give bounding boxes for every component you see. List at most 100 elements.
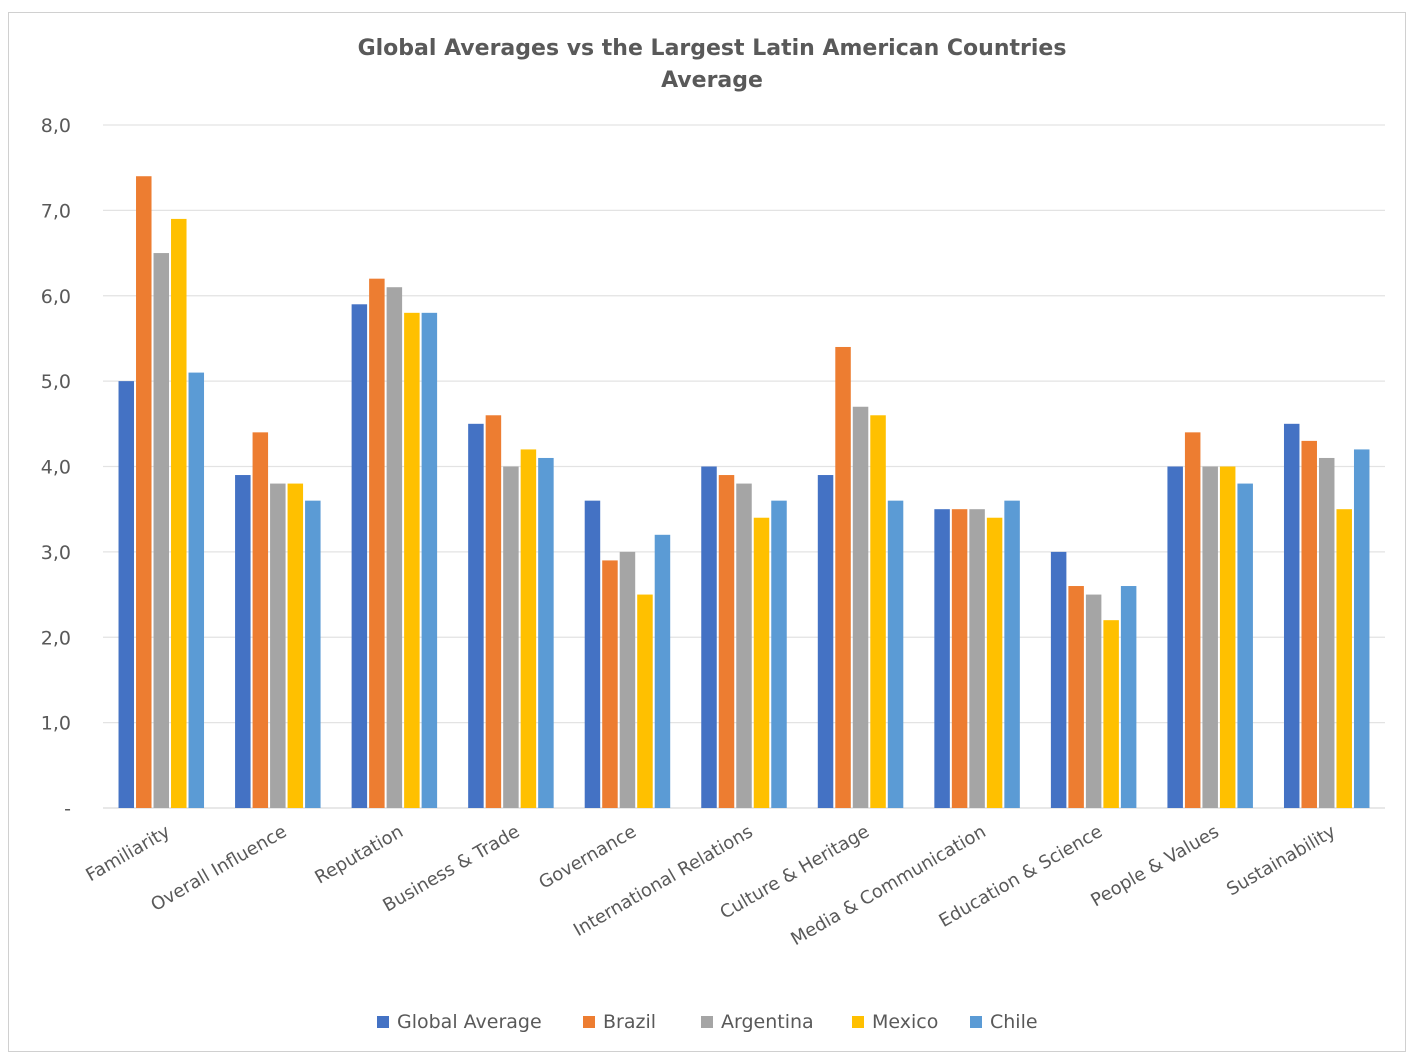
bar-group-reputation [351, 278, 438, 808]
bar-group-business-and-trade [468, 415, 554, 808]
bar-argentina-media-and-communication [969, 509, 985, 808]
legend-swatch [377, 1016, 389, 1028]
bar-argentina-people-and-values [1202, 466, 1218, 808]
legend-label: Argentina [721, 1011, 814, 1033]
bar-group-international-relations [701, 466, 787, 808]
x-tick-label: Media & Communication [787, 821, 989, 950]
bar-argentina-culture-and-heritage [852, 406, 869, 808]
bar-global-average-media-and-communication [934, 509, 950, 808]
bar-argentina-governance [619, 551, 636, 808]
bar-mexico-culture-and-heritage [870, 415, 886, 808]
legend: Global Average Brazil Argentina Mexico Chile [377, 1011, 1038, 1033]
legend-swatch [583, 1016, 595, 1028]
bar-brazil-people-and-values [1184, 432, 1201, 808]
legend-label: Chile [990, 1011, 1038, 1033]
bar-brazil-culture-and-heritage [835, 346, 851, 808]
bar-group-familiarity [118, 176, 205, 809]
legend-item-chile: Chile [970, 1011, 1038, 1033]
legend-item-global-average: Global Average [377, 1011, 542, 1033]
legend-swatch [701, 1016, 713, 1028]
legend-swatch [852, 1016, 864, 1028]
bar-global-average-international-relations [701, 466, 717, 808]
bar-mexico-reputation [404, 312, 420, 808]
bar-brazil-governance [602, 560, 618, 808]
x-tick-label: Sustainability [1223, 821, 1339, 900]
bar-brazil-media-and-communication [951, 509, 968, 808]
chart-frame: Global Averages vs the Largest Latin Ame… [8, 12, 1406, 1052]
bar-chile-reputation [421, 312, 438, 808]
bar-argentina-education-and-science [1085, 594, 1102, 808]
bar-mexico-international-relations [753, 517, 770, 808]
bar-brazil-business-and-trade [485, 415, 502, 808]
y-tick-label: 7,0 [41, 200, 71, 222]
y-tick-label: 8,0 [41, 115, 71, 137]
y-tick-label: 2,0 [41, 627, 71, 649]
bar-brazil-overall-influence [252, 432, 269, 808]
bar-chile-culture-and-heritage [887, 500, 904, 808]
bar-mexico-sustainability [1336, 509, 1352, 808]
bar-global-average-overall-influence [235, 475, 251, 808]
y-tick-label: - [64, 798, 71, 820]
bar-brazil-familiarity [136, 176, 152, 809]
legend-label: Mexico [872, 1011, 938, 1033]
bar-chile-media-and-communication [1004, 500, 1020, 808]
legend-label: Brazil [603, 1011, 656, 1033]
bar-global-average-culture-and-heritage [817, 475, 834, 808]
bar-argentina-familiarity [153, 253, 170, 808]
chart-title: Global Averages vs the Largest Latin Ame… [358, 36, 1067, 61]
bar-group-education-and-science [1050, 551, 1137, 808]
legend-item-argentina: Argentina [701, 1011, 814, 1033]
y-tick-label: 1,0 [41, 713, 71, 735]
bar-mexico-overall-influence [287, 483, 304, 808]
bar-group-governance [584, 500, 671, 808]
chart-title-group: Global Averages vs the Largest Latin Ame… [358, 36, 1067, 93]
bar-chile-overall-influence [305, 500, 321, 808]
bar-chile-education-and-science [1120, 586, 1137, 808]
bar-global-average-education-and-science [1050, 551, 1067, 808]
bar-brazil-education-and-science [1068, 586, 1084, 808]
bar-global-average-business-and-trade [468, 423, 484, 808]
bar-mexico-media-and-communication [986, 517, 1003, 808]
bar-brazil-reputation [369, 278, 385, 808]
bar-global-average-people-and-values [1167, 466, 1183, 808]
y-tick-label: 3,0 [41, 542, 71, 564]
bar-mexico-business-and-trade [520, 449, 537, 808]
x-tick-label: Familiarity [82, 821, 174, 886]
y-tick-label: 5,0 [41, 371, 71, 393]
chart-subtitle: Average [661, 68, 763, 93]
bar-argentina-overall-influence [270, 483, 286, 808]
bar-global-average-reputation [351, 304, 368, 808]
bar-mexico-familiarity [171, 218, 187, 809]
bar-argentina-business-and-trade [503, 466, 519, 808]
bar-chile-governance [654, 534, 671, 808]
bar-argentina-sustainability [1318, 457, 1335, 808]
bar-mexico-education-and-science [1103, 620, 1119, 808]
legend-swatch [970, 1016, 982, 1028]
bar-group-people-and-values [1167, 432, 1253, 808]
bar-group-culture-and-heritage [817, 346, 904, 808]
bar-argentina-international-relations [736, 483, 752, 808]
legend-label: Global Average [397, 1011, 542, 1033]
bar-mexico-governance [637, 594, 653, 808]
bar-argentina-reputation [386, 287, 403, 808]
x-tick-label: People & Values [1087, 821, 1222, 911]
legend-item-brazil: Brazil [583, 1011, 656, 1033]
y-tick-label: 4,0 [41, 457, 71, 479]
bar-brazil-sustainability [1301, 440, 1317, 808]
bars [118, 176, 1370, 809]
bar-chart: Global Averages vs the Largest Latin Ame… [41, 36, 1385, 1033]
bar-global-average-familiarity [118, 381, 135, 808]
bar-chile-sustainability [1353, 449, 1370, 808]
bar-mexico-people-and-values [1219, 466, 1236, 808]
bar-chile-familiarity [188, 372, 205, 808]
bar-global-average-sustainability [1283, 423, 1300, 808]
y-axis-ticks: - 1,0 2,0 3,0 4,0 5,0 6,0 7,0 8,0 [41, 115, 71, 820]
bar-global-average-governance [584, 500, 601, 808]
bar-chile-people-and-values [1237, 483, 1253, 808]
x-tick-label: Governance [535, 821, 640, 893]
legend-item-mexico: Mexico [852, 1011, 938, 1033]
bar-group-overall-influence [235, 432, 321, 808]
bar-group-sustainability [1283, 423, 1370, 808]
x-tick-label: Reputation [311, 821, 407, 888]
